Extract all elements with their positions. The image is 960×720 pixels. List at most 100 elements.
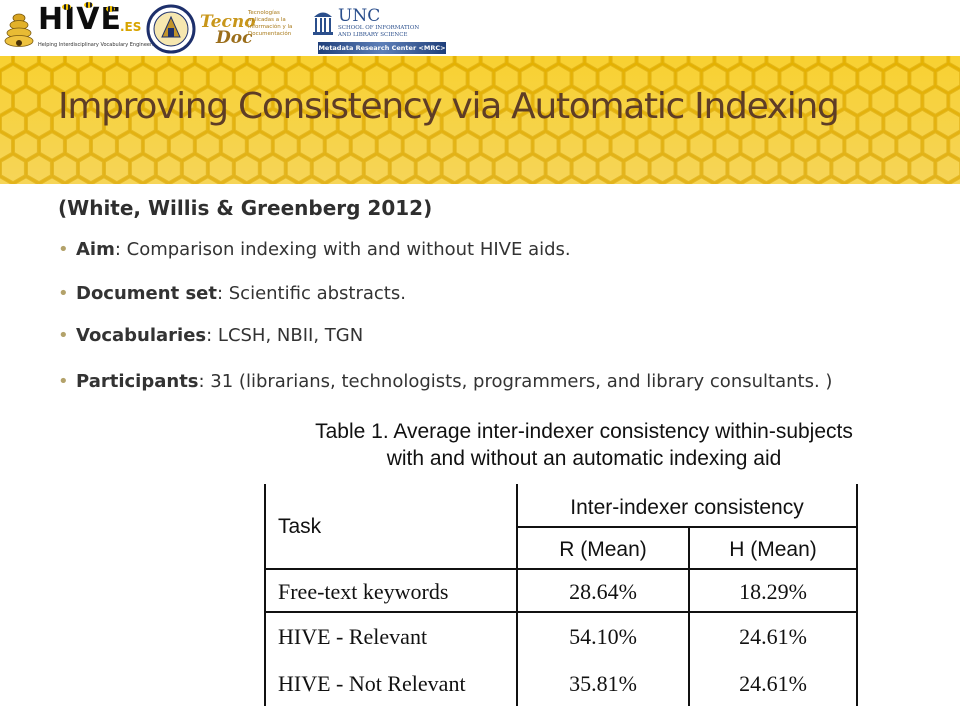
honeycomb-cell	[558, 176, 585, 184]
bee-icon	[62, 4, 71, 10]
honeycomb-banner	[0, 56, 960, 184]
bullet-term: Vocabularies	[76, 325, 207, 346]
honeycomb-cell	[532, 176, 559, 184]
honeycomb-cell	[91, 131, 117, 161]
honeycomb-cell	[493, 108, 520, 139]
honeycomb-cell	[545, 108, 572, 139]
honeycomb-cell	[883, 153, 910, 184]
honeycomb-cell	[831, 108, 858, 139]
honeycomb-cell	[935, 63, 960, 94]
honeycomb-cell	[805, 63, 832, 94]
honeycomb-cell	[610, 86, 637, 116]
honeycomb-cell	[792, 176, 819, 184]
university-seal-icon	[146, 4, 196, 54]
honeycomb-cell	[65, 86, 91, 116]
honeycomb-cell	[701, 108, 728, 139]
honeycomb-cell	[753, 63, 780, 94]
honeycomb-cell	[168, 131, 195, 161]
honeycomb-cell	[168, 56, 195, 71]
group-header: Inter-indexer consistency	[570, 496, 804, 519]
tecnodoc-name-2: Doc	[216, 28, 253, 48]
honeycomb-cell	[740, 56, 767, 71]
honeycomb-cell	[896, 176, 923, 184]
unc-school: SCHOOL OF INFORMATION AND LIBRARY SCIENC…	[338, 25, 419, 39]
honeycomb-cell	[805, 153, 832, 184]
honeycomb-cell	[39, 176, 65, 184]
honeycomb-cell	[805, 108, 832, 139]
column-header-r: R (Mean)	[559, 538, 647, 561]
honeycomb-cell	[740, 86, 767, 116]
bullet-dot: •	[58, 325, 69, 346]
honeycomb-cell	[26, 108, 52, 139]
honeycomb-cell	[441, 63, 468, 94]
honeycomb-cell	[779, 108, 806, 139]
honeycomb-cell	[376, 86, 403, 116]
honeycomb-cell	[428, 56, 455, 71]
honeycomb-cell	[688, 176, 715, 184]
honeycomb-cell	[506, 56, 533, 71]
bullet-term: Aim	[76, 239, 115, 260]
honeycomb-cell	[350, 131, 377, 161]
honeycomb-cell	[493, 63, 520, 94]
bullet-item: • Vocabularies: LCSH, NBII, TGN	[58, 322, 898, 349]
honeycomb-cell	[389, 63, 416, 94]
honeycomb-cell	[13, 131, 39, 161]
honeycomb-cell	[52, 108, 78, 139]
honeycomb-cell	[922, 131, 949, 161]
unc-logo: UNC SCHOOL OF INFORMATION AND LIBRARY SC…	[308, 4, 448, 54]
unc-school-line: SCHOOL OF INFORMATION	[338, 25, 420, 31]
honeycomb-cell	[402, 56, 429, 71]
honeycomb-cell	[259, 63, 286, 94]
honeycomb-cell	[285, 108, 312, 139]
honeycomb-cell	[220, 176, 247, 184]
honeycomb-cell	[740, 131, 767, 161]
table-cell-h: 24.61%	[739, 671, 807, 696]
honeycomb-cell	[636, 86, 663, 116]
honeycomb-cell	[662, 131, 689, 161]
honeycomb-cell	[935, 108, 960, 139]
beehive-icon	[4, 13, 34, 47]
honeycomb-cell	[298, 56, 325, 71]
honeycomb-cell	[506, 131, 533, 161]
honeycomb-cell	[91, 56, 117, 71]
task-header: Task	[278, 515, 322, 538]
honeycomb-cell	[194, 131, 221, 161]
honeycomb-cell	[181, 108, 208, 139]
mrc-label: Metadata Research Center <MRC>	[318, 42, 446, 54]
tecnodoc-desc-line: aplicadas a la	[248, 17, 286, 23]
honeycomb-cell	[636, 176, 663, 184]
honeycomb-cell	[584, 176, 611, 184]
honeycomb-cell	[623, 108, 650, 139]
honeycomb-cell	[0, 153, 26, 184]
honeycomb-cell	[649, 63, 676, 94]
bullet-dot: •	[58, 283, 69, 304]
honeycomb-cell	[220, 86, 247, 116]
honeycomb-cell	[922, 86, 949, 116]
honeycomb-cell	[13, 56, 39, 71]
honeycomb-cell	[272, 176, 299, 184]
honeycomb-cell	[649, 108, 676, 139]
honeycomb-pattern	[0, 56, 960, 184]
honeycomb-cell	[584, 86, 611, 116]
honeycomb-cell	[65, 56, 91, 71]
tecnodoc-desc-line: Tecnologías	[248, 10, 280, 16]
honeycomb-cell	[792, 86, 819, 116]
bullet-text: : Comparison indexing with and without H…	[114, 239, 571, 260]
honeycomb-cell	[220, 131, 247, 161]
honeycomb-cell	[428, 176, 455, 184]
honeycomb-cell	[922, 56, 949, 71]
table-cell-task: HIVE - Relevant	[278, 624, 428, 649]
honeycomb-cell	[558, 56, 585, 71]
honeycomb-cell	[636, 56, 663, 71]
honeycomb-cell	[168, 176, 195, 184]
honeycomb-cell	[688, 131, 715, 161]
honeycomb-cell	[337, 108, 364, 139]
honeycomb-cell	[727, 108, 754, 139]
honeycomb-cell	[493, 153, 520, 184]
honeycomb-cell	[883, 63, 910, 94]
honeycomb-cell	[168, 86, 195, 116]
honeycomb-cell	[337, 63, 364, 94]
honeycomb-cell	[246, 86, 273, 116]
honeycomb-cell	[701, 63, 728, 94]
honeycomb-cell	[117, 176, 143, 184]
